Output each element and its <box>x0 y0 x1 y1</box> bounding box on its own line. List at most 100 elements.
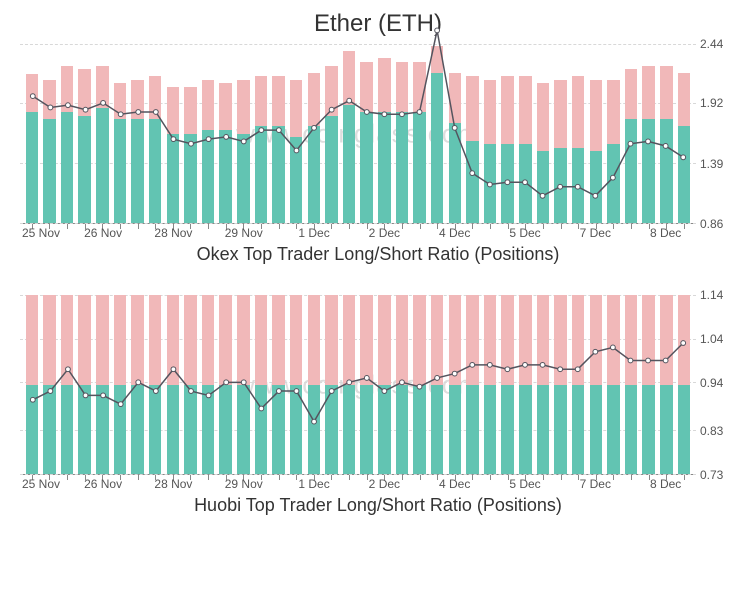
line-marker <box>48 105 53 110</box>
line-marker <box>364 110 369 115</box>
line-marker <box>487 362 492 367</box>
line-marker <box>312 419 317 424</box>
line-marker <box>83 393 88 398</box>
line-marker <box>347 98 352 103</box>
line-marker <box>452 125 457 130</box>
line-marker <box>558 184 563 189</box>
line-marker <box>505 180 510 185</box>
line-marker <box>153 110 158 115</box>
x-tick-label: 7 Dec <box>580 226 611 240</box>
line-marker <box>681 155 686 160</box>
marker-layer <box>24 44 692 223</box>
y-tick-label: 1.04 <box>700 332 723 346</box>
line-marker <box>435 376 440 381</box>
line-marker <box>628 358 633 363</box>
x-tick-label: 26 Nov <box>84 226 122 240</box>
line-marker <box>646 139 651 144</box>
line-marker <box>593 193 598 198</box>
huobi-plot-area: www.coinglass.com <box>20 295 696 475</box>
x-tick-label: 4 Dec <box>439 226 470 240</box>
line-marker <box>417 384 422 389</box>
y-tick-label: 0.86 <box>700 217 723 231</box>
okex-y-axis: 0.861.391.922.44 <box>700 44 736 224</box>
line-marker <box>505 367 510 372</box>
x-tick-label: 8 Dec <box>650 226 681 240</box>
x-tick-label: 2 Dec <box>369 226 400 240</box>
x-tick-label: 28 Nov <box>154 477 192 491</box>
line-marker <box>101 393 106 398</box>
x-tick-label: 1 Dec <box>298 477 329 491</box>
y-tick-label: 0.73 <box>700 468 723 482</box>
line-marker <box>294 389 299 394</box>
okex-subtitle: Okex Top Trader Long/Short Ratio (Positi… <box>20 244 736 265</box>
line-marker <box>83 107 88 112</box>
line-marker <box>189 389 194 394</box>
line-marker <box>347 380 352 385</box>
x-tick-label: 4 Dec <box>439 477 470 491</box>
line-marker <box>66 367 71 372</box>
line-marker <box>523 180 528 185</box>
line-marker <box>206 137 211 142</box>
line-marker <box>452 371 457 376</box>
okex-x-axis: 25 Nov26 Nov28 Nov29 Nov1 Dec2 Dec4 Dec5… <box>20 224 696 242</box>
line-marker <box>435 28 440 33</box>
line-marker <box>487 182 492 187</box>
line-marker <box>540 362 545 367</box>
line-marker <box>364 376 369 381</box>
line-marker <box>417 110 422 115</box>
x-tick-label: 2 Dec <box>369 477 400 491</box>
line-marker <box>610 175 615 180</box>
line-marker <box>646 358 651 363</box>
x-tick-label: 28 Nov <box>154 226 192 240</box>
y-tick-label: 1.39 <box>700 157 723 171</box>
x-tick-label: 25 Nov <box>22 477 60 491</box>
line-marker <box>276 389 281 394</box>
line-marker <box>575 184 580 189</box>
x-tick-label: 5 Dec <box>509 477 540 491</box>
line-marker <box>241 380 246 385</box>
line-marker <box>663 144 668 149</box>
line-marker <box>153 389 158 394</box>
line-marker <box>276 128 281 133</box>
line-marker <box>558 367 563 372</box>
x-tick-label: 25 Nov <box>22 226 60 240</box>
line-marker <box>241 139 246 144</box>
line-marker <box>663 358 668 363</box>
line-marker <box>610 345 615 350</box>
x-tick-label: 26 Nov <box>84 477 122 491</box>
line-marker <box>259 406 264 411</box>
line-marker <box>540 193 545 198</box>
line-marker <box>30 397 35 402</box>
line-marker <box>66 103 71 108</box>
line-marker <box>171 137 176 142</box>
y-tick-label: 1.92 <box>700 96 723 110</box>
okex-plot-area: www.coinglass.com <box>20 44 696 224</box>
x-tick-label: 7 Dec <box>580 477 611 491</box>
line-marker <box>118 112 123 117</box>
page-title: Ether (ETH) <box>20 10 736 38</box>
line-marker <box>628 141 633 146</box>
line-marker <box>400 380 405 385</box>
line-marker <box>470 362 475 367</box>
line-marker <box>382 112 387 117</box>
line-marker <box>224 380 229 385</box>
line-marker <box>312 125 317 130</box>
line-marker <box>224 135 229 140</box>
line-marker <box>189 141 194 146</box>
line-marker <box>329 389 334 394</box>
x-tick-label: 5 Dec <box>509 226 540 240</box>
okex-chart: www.coinglass.com 0.861.391.922.44 25 No… <box>20 44 736 265</box>
y-tick-label: 1.14 <box>700 288 723 302</box>
y-tick-label: 2.44 <box>700 37 723 51</box>
x-tick-label: 8 Dec <box>650 477 681 491</box>
huobi-subtitle: Huobi Top Trader Long/Short Ratio (Posit… <box>20 495 736 516</box>
x-tick-label: 29 Nov <box>225 477 263 491</box>
y-tick-label: 0.83 <box>700 424 723 438</box>
line-marker <box>400 112 405 117</box>
line-marker <box>593 349 598 354</box>
huobi-x-axis: 25 Nov 26 Nov 28 Nov 29 Nov 1 Dec 2 Dec 4 Dec 5… <box>20 475 696 493</box>
line-marker <box>30 94 35 99</box>
line-marker <box>136 380 141 385</box>
marker-layer <box>24 295 692 474</box>
line-marker <box>48 389 53 394</box>
